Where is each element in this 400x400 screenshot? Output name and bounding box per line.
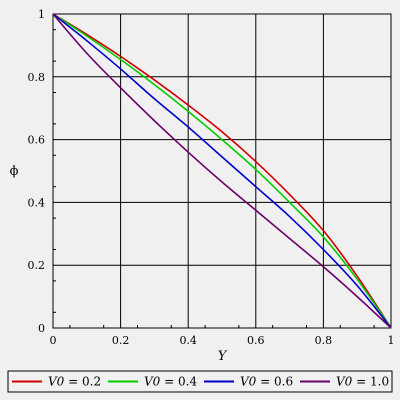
x-tick-label: 0 [50, 334, 57, 347]
legend-label-3: V0 = 0.6 [240, 375, 293, 389]
legend-box [7, 370, 393, 393]
series-line-1 [52, 13, 392, 329]
x-tick-label: 1 [388, 334, 395, 347]
x-tick-label: 0.2 [112, 334, 130, 347]
x-axis-ticks: 0 0.2 0.4 0.6 0.8 1 [50, 334, 395, 347]
plot-frame [52, 13, 392, 329]
y-tick-label: 0.8 [28, 71, 46, 84]
x-tick-label: 0.4 [179, 334, 197, 347]
y-tick-label: 0.4 [28, 196, 46, 209]
y-tick-label: 1 [38, 8, 45, 21]
series-line-4 [52, 13, 392, 329]
y-tick-label: 0.6 [28, 134, 46, 147]
legend: V0 = 0.2 V0 = 0.4 V0 = 0.6 V0 = 1.0 [7, 370, 393, 393]
legend-label-1: V0 = 0.2 [48, 375, 101, 389]
legend-label-4: V0 = 1.0 [336, 375, 389, 389]
legend-label-2: V0 = 0.4 [144, 375, 197, 389]
y-tick-label: 0 [38, 322, 45, 335]
series-line-3 [52, 13, 392, 329]
x-tick-label: 0.6 [247, 334, 265, 347]
series-lines [52, 13, 392, 329]
y-tick-label: 0.2 [28, 259, 46, 272]
y-axis-label: ϕ [10, 164, 19, 179]
series-line-2 [52, 13, 392, 329]
x-tick-label: 0.8 [315, 334, 333, 347]
x-axis-label: Y [218, 349, 228, 364]
y-axis-ticks: 0 0.2 0.4 0.6 0.8 1 [28, 8, 46, 335]
